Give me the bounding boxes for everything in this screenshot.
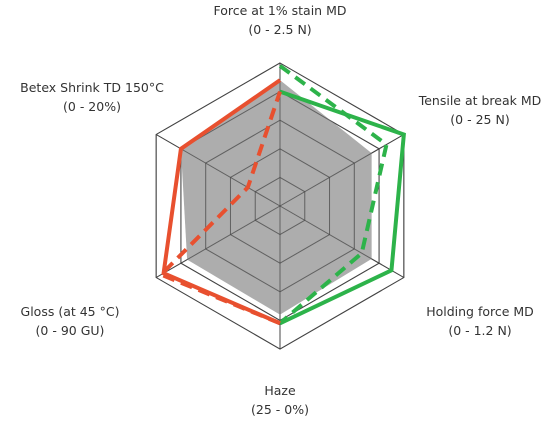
axis-labels: Force at 1% stain MD (0 - 2.5 N) Tensile… (20, 3, 541, 417)
axis-label-gloss-range: (0 - 90 GU) (36, 323, 105, 338)
axis-label-betex-range: (0 - 20%) (63, 99, 121, 114)
axis-label-gloss-name: Gloss (at 45 °C) (21, 304, 120, 319)
axis-label-betex-name: Betex Shrink TD 150°C (20, 80, 164, 95)
series-gray-fill (180, 80, 372, 315)
series-red-dashed-line (157, 90, 282, 326)
grid-spoke-overlay-1 (279, 134, 405, 207)
grid-spoke-overlay-5 (155, 134, 281, 207)
grid-spoke-overlay-4 (155, 205, 281, 278)
axis-label-holding-name: Holding force MD (426, 304, 534, 319)
axis-label-tensile-range: (0 - 25 N) (450, 112, 509, 127)
axis-label-holding-range: (0 - 1.2 N) (448, 323, 511, 338)
axis-label-haze-name: Haze (264, 383, 296, 398)
series-green-dashed-line (278, 64, 389, 325)
axis-label-haze-range: (25 - 0%) (251, 402, 309, 417)
axis-label-force-at-1pct-range: (0 - 2.5 N) (248, 22, 311, 37)
radar-series (157, 64, 406, 326)
axis-label-tensile-name: Tensile at break MD (418, 93, 542, 108)
grid-spoke-overlay-2 (279, 205, 405, 278)
axis-label-force-at-1pct-name: Force at 1% stain MD (214, 3, 347, 18)
